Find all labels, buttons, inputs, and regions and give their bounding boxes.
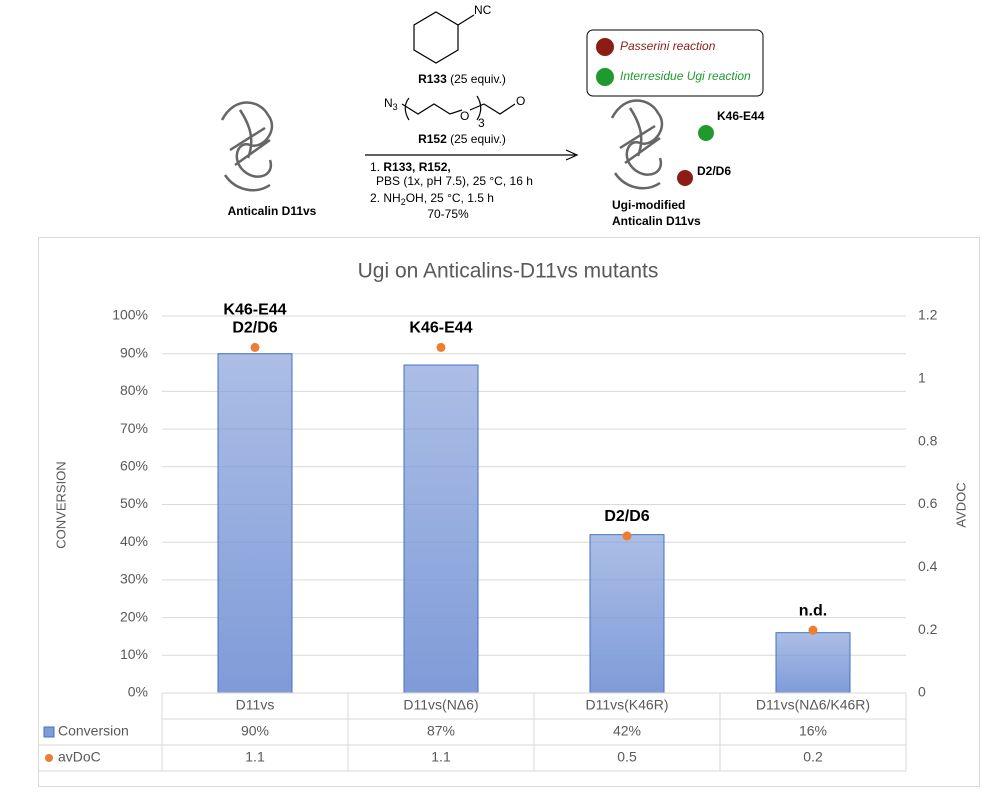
y2-tick-label: 0.2 — [918, 621, 938, 637]
isocyanide-group: NC — [474, 3, 492, 17]
start-label: Anticalin D11vs — [228, 204, 317, 218]
annotation: K46-E44 — [223, 302, 286, 319]
x-tick-label: D11vs(K46R) — [586, 697, 669, 713]
bar — [403, 364, 479, 694]
y2-tick-label: 0.6 — [918, 495, 938, 511]
step-reagents: R133, R152, — [383, 160, 450, 174]
step-text: NH — [383, 191, 400, 205]
point — [250, 342, 260, 352]
condition-step: 2. NH2OH, 25 °C, 1.5 h — [370, 191, 494, 207]
site-label: D2/D6 — [697, 164, 731, 178]
y2-tick-label: 1.2 — [918, 307, 938, 323]
reagent-code: R133 — [418, 72, 447, 86]
x-tick-label: D11vs(NΔ6) — [403, 697, 478, 713]
ether-o: O — [460, 109, 469, 123]
annotation: K46-E44 — [409, 320, 472, 337]
y-tick-label: 90% — [120, 344, 148, 360]
y-tick-label: 70% — [120, 420, 148, 436]
legend-label: avDoC — [58, 749, 101, 765]
site-dot — [677, 170, 693, 186]
legend-swatch — [43, 726, 55, 738]
reagent-label: R133 (25 equiv.) — [418, 72, 506, 86]
scheme: Anticalin D11vs NC R133 (25 equiv.) N3 O… — [220, 3, 764, 228]
step-number: 1. — [370, 160, 380, 174]
step-number: 2. — [370, 191, 380, 205]
aldehyde-o: O — [516, 94, 525, 108]
y-axis-title: CONVERSION — [53, 461, 68, 548]
azide-atom: N — [384, 96, 393, 110]
legend-dot — [596, 38, 614, 56]
condition-details: PBS (1x, pH 7.5), 25 °C, 16 h — [376, 174, 533, 188]
bar — [217, 353, 293, 694]
y-tick-label: 40% — [120, 533, 148, 549]
table-value: 87% — [427, 723, 455, 739]
y-tick-label: 60% — [120, 458, 148, 474]
y2-tick-label: 0.4 — [918, 558, 938, 574]
y2-tick-label: 0.8 — [918, 432, 938, 448]
legend-label: Conversion — [58, 723, 129, 739]
table-value: 16% — [799, 723, 827, 739]
y-tick-label: 0% — [128, 684, 148, 700]
y2-axis-title: AVDOC — [953, 482, 968, 527]
chart-title: Ugi on Anticalins-D11vs mutants — [358, 260, 659, 283]
legend-swatch — [45, 754, 53, 762]
reagent-amount: (25 equiv.) — [450, 132, 506, 146]
y2-tick-label: 1 — [918, 370, 926, 386]
x-tick-label: D11vs(NΔ6/K46R) — [756, 697, 870, 713]
protein-icon — [220, 99, 664, 192]
y-tick-label: 100% — [112, 307, 148, 323]
y-tick-label: 30% — [120, 571, 148, 587]
legend-dot — [596, 68, 614, 86]
table-value: 0.2 — [803, 749, 823, 765]
annotation: D2/D6 — [232, 320, 277, 337]
legend-label: Interresidue Ugi reaction — [620, 69, 751, 83]
reaction-arrow — [365, 149, 579, 161]
cyclohexane — [413, 11, 475, 64]
point — [622, 531, 632, 541]
azide: N3 — [384, 96, 398, 112]
legend-label: Passerini reaction — [620, 39, 716, 53]
point — [808, 625, 818, 635]
yield: 70-75% — [427, 207, 469, 221]
y-tick-label: 80% — [120, 382, 148, 398]
chain — [401, 95, 516, 121]
repeat: 3 — [478, 116, 485, 130]
chart-frame — [38, 237, 980, 787]
product-label: Anticalin D11vs — [612, 214, 701, 228]
reagent-amount: (25 equiv.) — [450, 72, 506, 86]
step-sub: 2 — [401, 197, 406, 207]
y-tick-label: 20% — [120, 608, 148, 624]
y-tick-label: 50% — [120, 495, 148, 511]
bar — [775, 632, 851, 694]
y2-tick-label: 0 — [918, 684, 926, 700]
reagent-code: R152 — [418, 132, 447, 146]
legend-box — [586, 29, 764, 97]
table-value: 42% — [613, 723, 641, 739]
product-label: Ugi-modified — [612, 198, 685, 212]
x-tick-label: D11vs — [236, 697, 275, 713]
table-value: 90% — [241, 723, 269, 739]
azide-sub: 3 — [393, 102, 398, 112]
annotation: n.d. — [799, 602, 827, 619]
annotation: D2/D6 — [604, 508, 649, 525]
site-dot — [698, 125, 714, 141]
table-value: 1.1 — [431, 749, 451, 765]
site-label: K46-E44 — [717, 109, 765, 123]
reagent-label: R152 (25 equiv.) — [418, 132, 506, 146]
point — [436, 342, 446, 352]
bar — [589, 534, 665, 694]
y-tick-label: 10% — [120, 646, 148, 662]
table-value: 0.5 — [617, 749, 637, 765]
table-value: 1.1 — [245, 749, 265, 765]
step-text: OH, 25 °C, 1.5 h — [406, 191, 494, 205]
condition-step: 1. R133, R152, — [370, 160, 451, 174]
